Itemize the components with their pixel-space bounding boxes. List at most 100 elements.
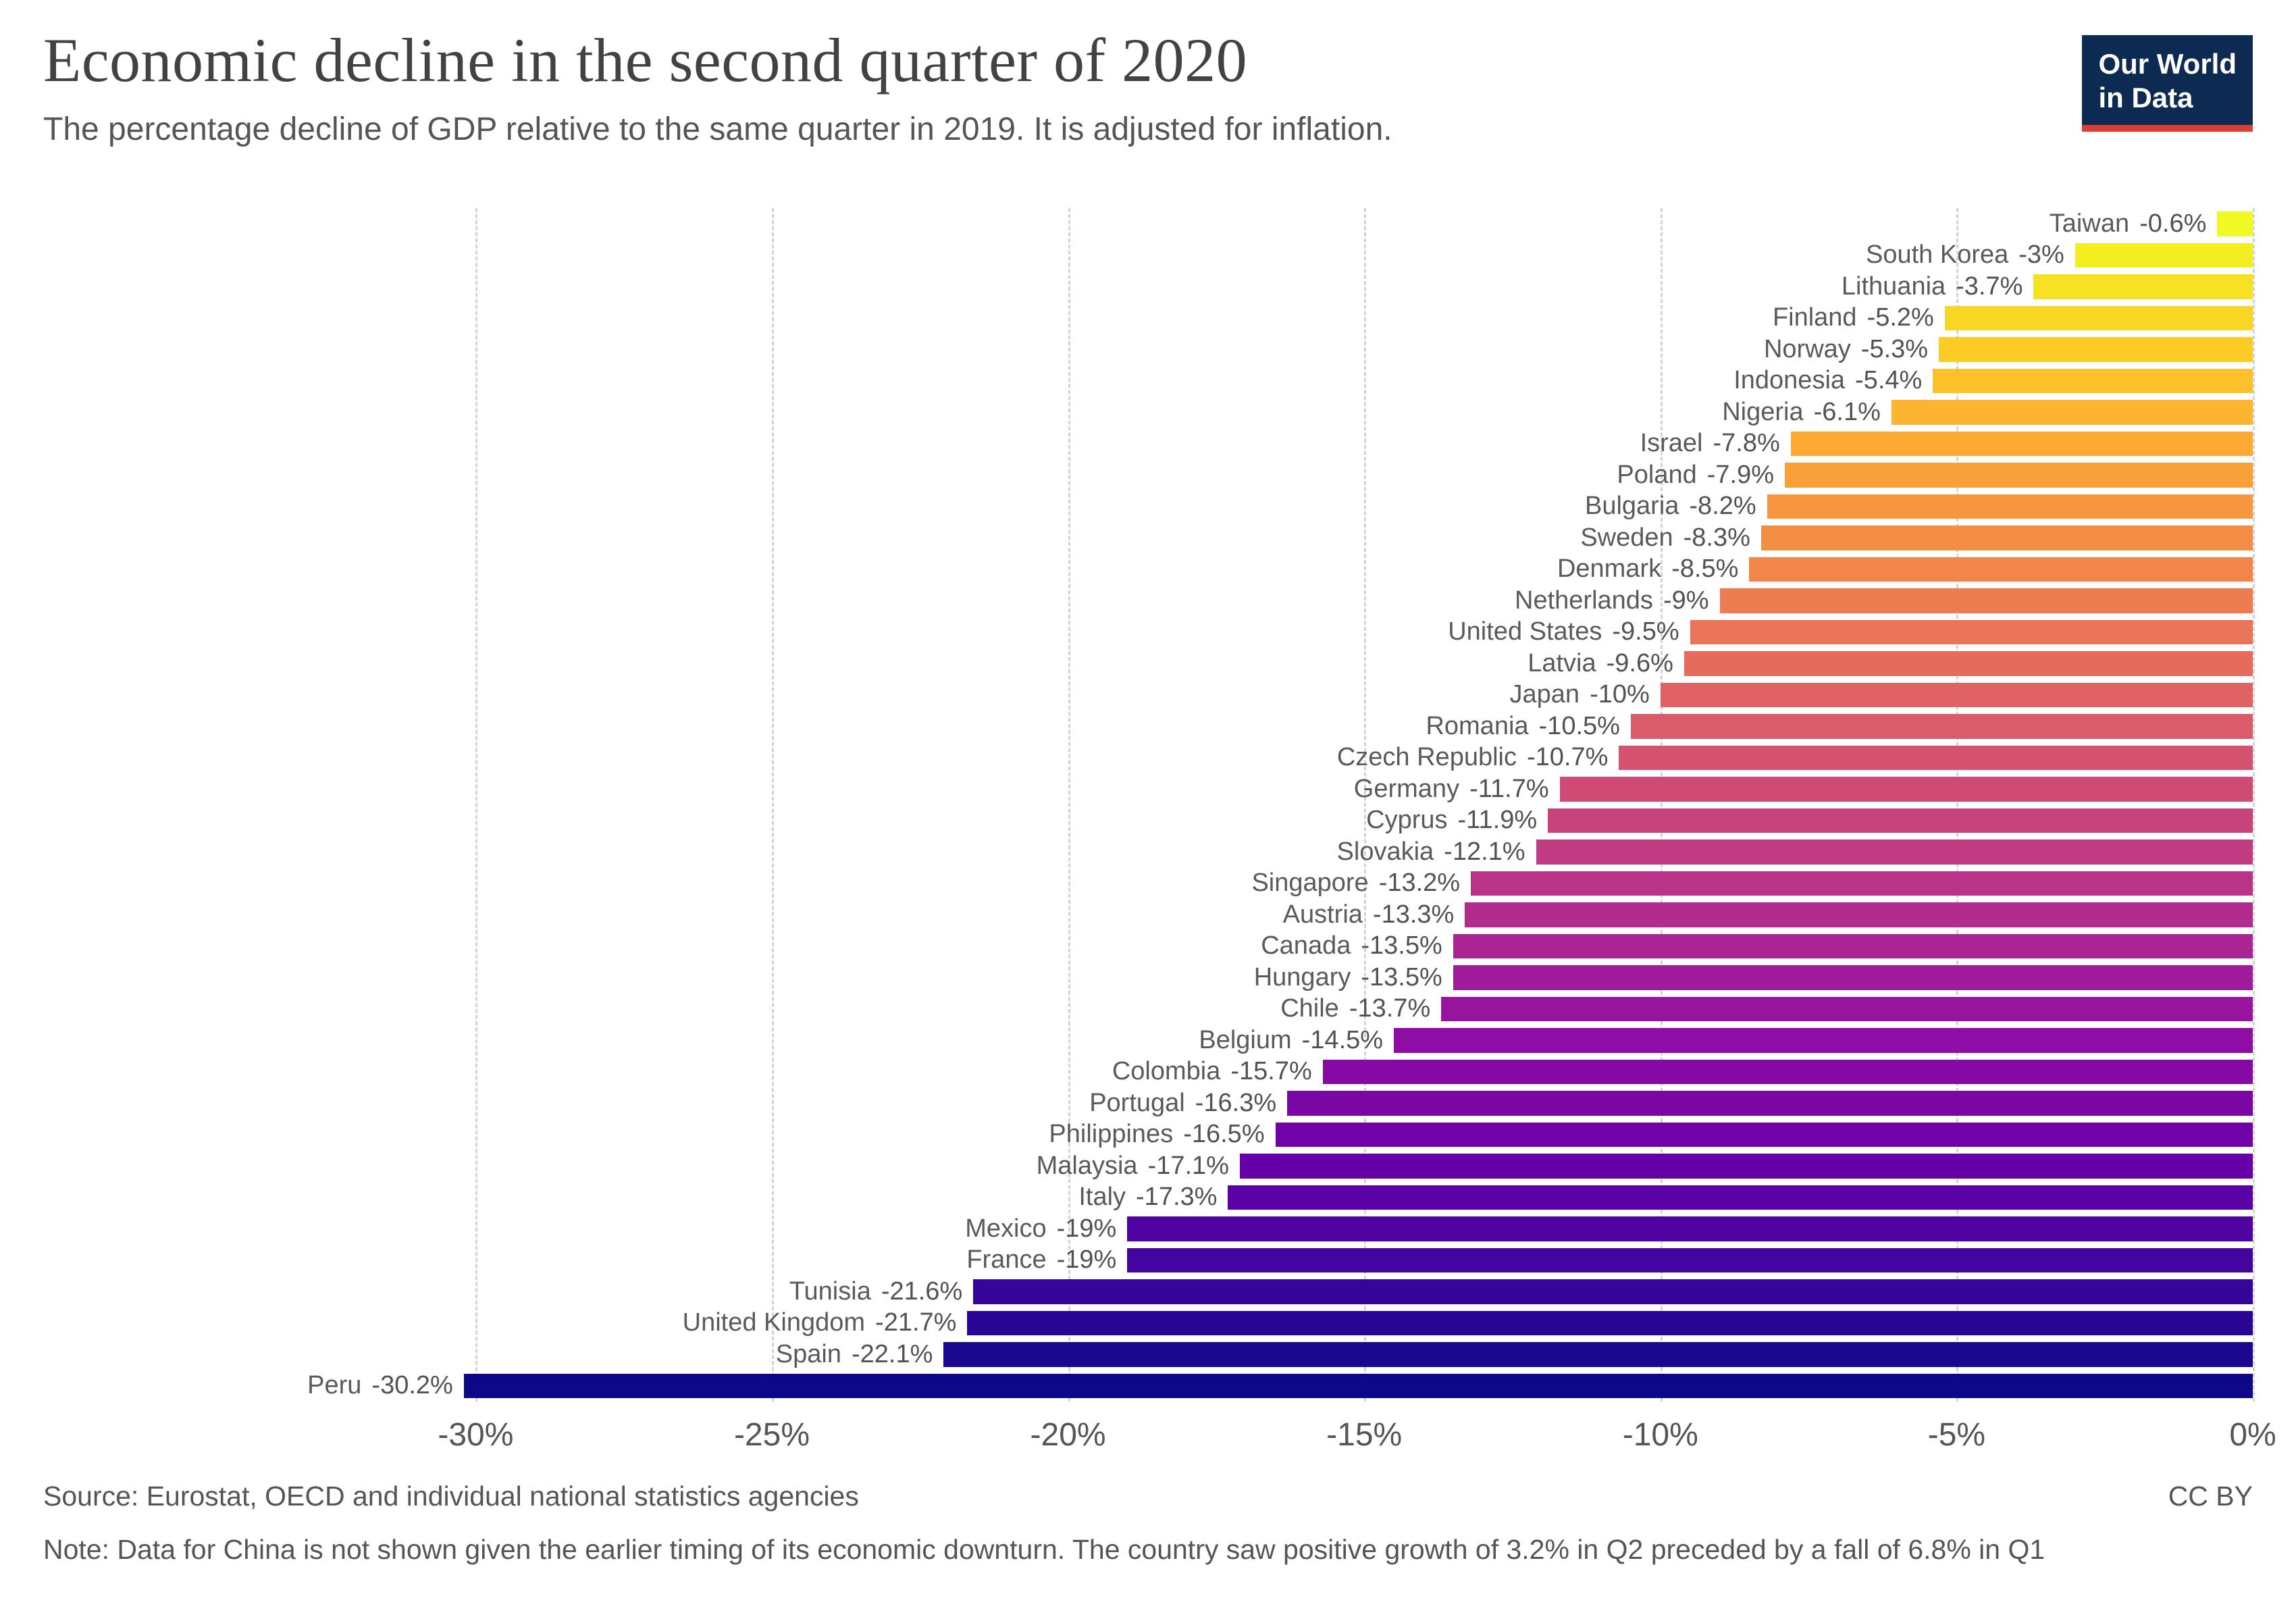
bar[interactable]	[2033, 274, 2253, 299]
bar[interactable]	[1944, 305, 2253, 330]
bar[interactable]	[1239, 1154, 2253, 1179]
bar-row: Germany -11.7%	[43, 773, 2253, 805]
bar-country-name: Portugal	[1089, 1088, 1185, 1117]
bar[interactable]	[1619, 745, 2253, 770]
bar-country-name: Norway	[1763, 334, 1851, 363]
bar[interactable]	[463, 1373, 2253, 1398]
bar[interactable]	[1394, 1028, 2253, 1053]
bar-country-name: Philippines	[1049, 1120, 1174, 1149]
bar-label: Philippines -16.5%	[1049, 1119, 1264, 1151]
bar-country-name: Poland	[1617, 460, 1697, 489]
bar[interactable]	[1933, 368, 2253, 393]
bar[interactable]	[1471, 871, 2253, 896]
bar-value-label: -5.3%	[1860, 334, 1929, 363]
bar-value-label: -12.1%	[1444, 837, 1525, 866]
bar-country-name: Czech Republic	[1336, 743, 1517, 772]
bar-row: Bulgaria -8.2%	[43, 491, 2253, 523]
bar[interactable]	[1453, 965, 2253, 990]
bar[interactable]	[1275, 1122, 2253, 1147]
bar-label: Belgium -14.5%	[1199, 1025, 1383, 1056]
bar[interactable]	[1660, 682, 2253, 707]
bar-value-label: -13.5%	[1361, 962, 1442, 992]
bar-row: Austria -13.3%	[43, 899, 2253, 931]
bar-row: United Kingdom -21.7%	[43, 1308, 2253, 1339]
bar-label: Sweden -8.3%	[1580, 522, 1750, 554]
bar[interactable]	[1891, 400, 2253, 425]
bar-value-label: -7.8%	[1713, 429, 1780, 458]
bar[interactable]	[1790, 431, 2253, 456]
bar-label: Chile -13.7%	[1280, 994, 1430, 1025]
bar[interactable]	[1548, 808, 2253, 833]
bar[interactable]	[1536, 840, 2253, 865]
bar-row: Slovakia -12.1%	[43, 836, 2253, 868]
bar[interactable]	[1684, 651, 2253, 676]
bar-country-name: Hungary	[1253, 962, 1351, 992]
bar-label: Singapore -13.2%	[1251, 868, 1460, 900]
bar-value-label: -13.7%	[1349, 994, 1431, 1023]
bar[interactable]	[943, 1342, 2253, 1367]
bar-country-name: Lithuania	[1841, 272, 1946, 301]
bar[interactable]	[1465, 902, 2253, 927]
bar-country-name: Taiwan	[2049, 209, 2130, 238]
x-tick-label: -10%	[1622, 1417, 1698, 1453]
bar-country-name: Italy	[1078, 1183, 1126, 1212]
bar-country-name: United States	[1448, 617, 1602, 646]
bar-country-name: Austria	[1282, 900, 1363, 929]
bar[interactable]	[973, 1279, 2253, 1304]
bar-row: Poland -7.9%	[43, 459, 2253, 491]
bar-row: Tunisia -21.6%	[43, 1276, 2253, 1308]
bar-row: Finland -5.2%	[43, 303, 2253, 334]
bar-row: Belgium -14.5%	[43, 1025, 2253, 1056]
bar[interactable]	[1785, 463, 2253, 488]
bar-country-name: Germany	[1353, 774, 1460, 803]
logo-line2: in Data	[2098, 82, 2193, 114]
bar[interactable]	[1760, 525, 2253, 550]
bar-row: Spain -22.1%	[43, 1339, 2253, 1370]
bar[interactable]	[1441, 996, 2253, 1021]
bar-row: Lithuania -3.7%	[43, 271, 2253, 303]
bar[interactable]	[1749, 557, 2253, 582]
bar-value-label: -9.5%	[1612, 617, 1679, 646]
bar-row: Latvia -9.6%	[43, 648, 2253, 679]
bar[interactable]	[1939, 337, 2253, 362]
bar[interactable]	[1630, 714, 2253, 739]
bar-value-label: -10%	[1590, 680, 1650, 709]
bar[interactable]	[1127, 1216, 2253, 1241]
bar[interactable]	[1559, 777, 2253, 802]
bar[interactable]	[1719, 588, 2253, 613]
bar[interactable]	[2217, 211, 2253, 236]
license-link[interactable]: CC BY	[2168, 1481, 2253, 1512]
bar[interactable]	[1228, 1185, 2253, 1210]
bar[interactable]	[1453, 933, 2253, 958]
bar-label: Malaysia -17.1%	[1037, 1150, 1229, 1182]
bar-value-label: -21.7%	[875, 1308, 957, 1337]
bar-label: Portugal -16.3%	[1089, 1087, 1276, 1119]
bar[interactable]	[1322, 1059, 2253, 1084]
bar[interactable]	[1127, 1247, 2253, 1272]
bar-country-name: Netherlands	[1515, 586, 1653, 615]
bar-value-label: -16.3%	[1195, 1088, 1277, 1117]
bar[interactable]	[2075, 242, 2253, 267]
bar-label: South Korea -3%	[1866, 240, 2064, 272]
bar-label: Austria -13.3%	[1283, 899, 1455, 931]
bar-label: Norway -5.3%	[1764, 334, 1928, 365]
bar[interactable]	[1287, 1091, 2253, 1116]
bar-country-name: Peru	[307, 1371, 362, 1400]
bar-country-name: Spain	[775, 1339, 841, 1368]
bar[interactable]	[1767, 494, 2253, 519]
owid-logo[interactable]: Our World in Data	[2082, 35, 2253, 132]
bar-value-label: -8.2%	[1689, 492, 1756, 521]
chart-header: Economic decline in the second quarter o…	[43, 24, 2253, 148]
x-tick-label: -25%	[733, 1417, 810, 1453]
bar[interactable]	[1690, 619, 2253, 644]
bar-label: Taiwan -0.6%	[2050, 208, 2207, 240]
bar-country-name: Finland	[1772, 303, 1857, 332]
x-axis: -30% -25% -20% -15% -10% -5% 0%	[43, 1401, 2276, 1462]
chart-footer: Source: Eurostat, OECD and individual na…	[43, 1481, 2253, 1572]
bar[interactable]	[967, 1310, 2253, 1335]
bar-label: Germany -11.7%	[1354, 773, 1549, 805]
bar-value-label: -9.6%	[1606, 648, 1673, 677]
bar-label: Colombia -15.7%	[1112, 1056, 1312, 1088]
bar-country-name: United Kingdom	[682, 1308, 866, 1337]
